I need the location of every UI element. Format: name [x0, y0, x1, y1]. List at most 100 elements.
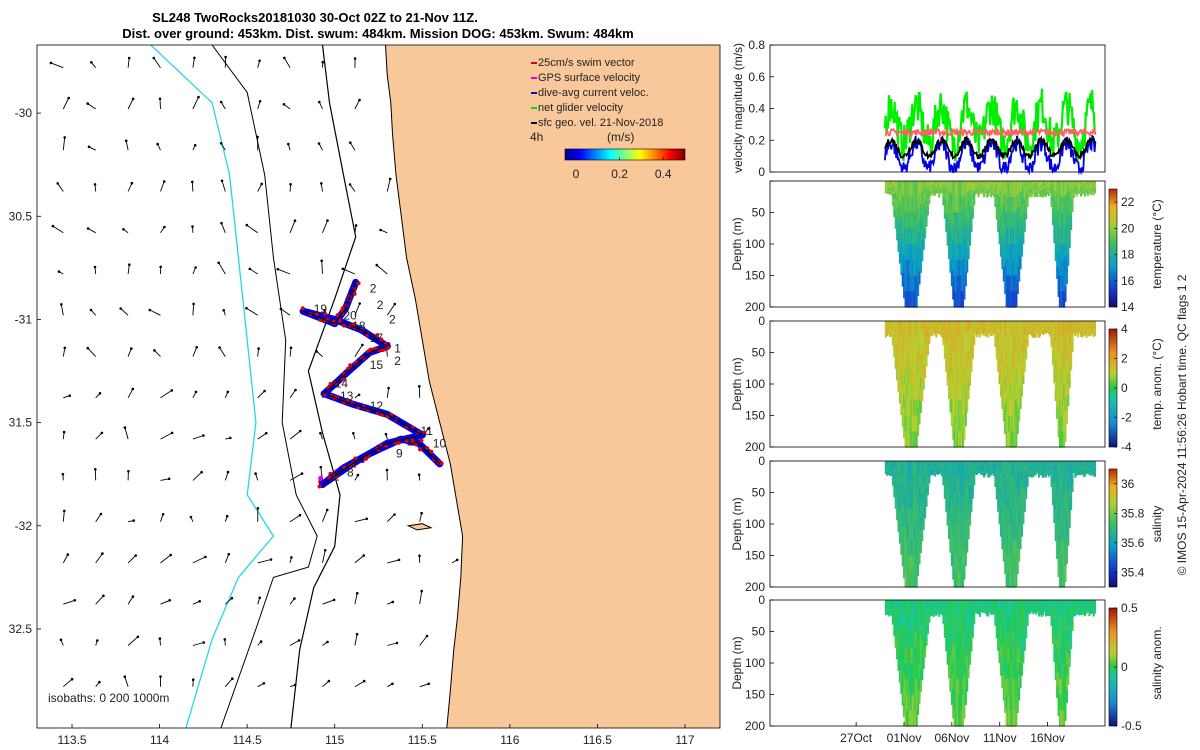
section-cell	[985, 187, 988, 190]
section-cell	[939, 333, 942, 336]
velocity-arrow	[257, 431, 268, 440]
section-cell	[1058, 196, 1061, 214]
section-cell	[1016, 237, 1019, 252]
section-cell	[917, 223, 920, 239]
arrow-head	[204, 555, 207, 559]
section-cell	[1089, 181, 1092, 184]
section-cell	[1039, 188, 1042, 192]
velocity-arrow	[289, 597, 296, 605]
section-cell	[946, 189, 949, 198]
velocity-arrow	[160, 389, 174, 399]
velocity-arrow	[192, 95, 200, 110]
section-cell	[971, 353, 974, 359]
section-cell	[939, 322, 942, 326]
section-cell	[949, 366, 952, 379]
section-cell	[1060, 212, 1063, 229]
section-cell	[928, 619, 931, 623]
arrow-head	[393, 513, 396, 516]
section-cell	[921, 370, 924, 382]
velocity-arrow	[127, 554, 137, 564]
velocity-arrow	[354, 473, 360, 481]
velocity-arrow	[192, 302, 195, 316]
section-cell	[956, 368, 959, 385]
velocity-arrow	[160, 477, 171, 481]
section-cell	[931, 321, 934, 324]
section-cell	[900, 344, 903, 357]
section-cell	[891, 321, 894, 325]
section-cell	[1001, 202, 1004, 215]
section-cell	[1014, 196, 1017, 214]
arrow-head	[226, 390, 230, 394]
section-cell	[946, 353, 949, 362]
section-cell	[890, 182, 893, 186]
arrow-head	[418, 385, 421, 388]
section-cell	[926, 189, 929, 195]
velocity-arrow	[223, 638, 227, 646]
section-cell	[897, 338, 900, 348]
section-cell	[896, 372, 899, 381]
arrow-shaft	[322, 550, 326, 563]
section-cell	[935, 325, 938, 328]
section-cell	[949, 321, 952, 333]
section-cell	[905, 212, 908, 229]
section-cell	[957, 336, 960, 354]
section-cell	[1091, 185, 1094, 188]
section-cell	[946, 321, 949, 330]
section-cell	[1025, 195, 1028, 201]
section-cell	[887, 322, 890, 325]
section-cell	[907, 384, 910, 401]
arrow-head	[122, 228, 125, 231]
section-cell	[966, 203, 969, 216]
section-cell	[1029, 182, 1032, 186]
arrow-head	[161, 513, 165, 516]
section-cell	[1014, 244, 1017, 261]
colorbar-tick-label: 16	[1121, 274, 1135, 288]
section-cell	[932, 181, 935, 184]
section-cell	[964, 334, 967, 348]
velocity-arrow	[62, 430, 66, 440]
section-cell	[1023, 498, 1026, 506]
velocity-arrow	[417, 473, 421, 481]
section-cell	[1026, 187, 1029, 192]
section-cell	[1018, 243, 1021, 257]
section-cell	[964, 181, 967, 195]
section-cell	[1021, 199, 1024, 210]
section-cell	[1089, 186, 1092, 189]
section-cell	[997, 212, 1000, 220]
arrow-shaft	[149, 309, 161, 316]
day-label: 12	[370, 399, 384, 413]
section-cell	[966, 332, 969, 345]
section-cell	[966, 249, 969, 262]
section-cell	[936, 326, 939, 329]
section-cell	[936, 191, 939, 194]
section-cell	[1015, 243, 1018, 260]
section-cell	[918, 321, 921, 335]
velocity-arrow	[127, 97, 135, 110]
section-cell	[963, 703, 966, 719]
section-cell	[1070, 497, 1073, 504]
section-cell	[1002, 193, 1005, 207]
section-cell	[904, 244, 907, 261]
section-cell	[946, 221, 949, 230]
section-cell	[1091, 182, 1094, 185]
velocity-arrow	[354, 224, 358, 233]
section-cell	[942, 201, 945, 206]
section-cell	[1087, 181, 1090, 184]
section-cell	[884, 333, 887, 336]
section-cell	[1079, 190, 1082, 193]
section-cell	[935, 331, 938, 334]
section-cell	[956, 384, 959, 401]
section-cell	[887, 190, 890, 193]
section-cell	[884, 182, 887, 185]
section-cell	[889, 330, 892, 334]
section-cell	[933, 326, 936, 329]
section-cell	[974, 191, 977, 195]
velocity-arrow	[95, 552, 104, 564]
section-cell	[1058, 259, 1061, 277]
arrow-head	[298, 513, 302, 517]
arrow-shaft	[289, 430, 301, 440]
section-cell	[1030, 186, 1033, 190]
section-cell	[945, 193, 948, 201]
section-cell	[942, 326, 945, 331]
